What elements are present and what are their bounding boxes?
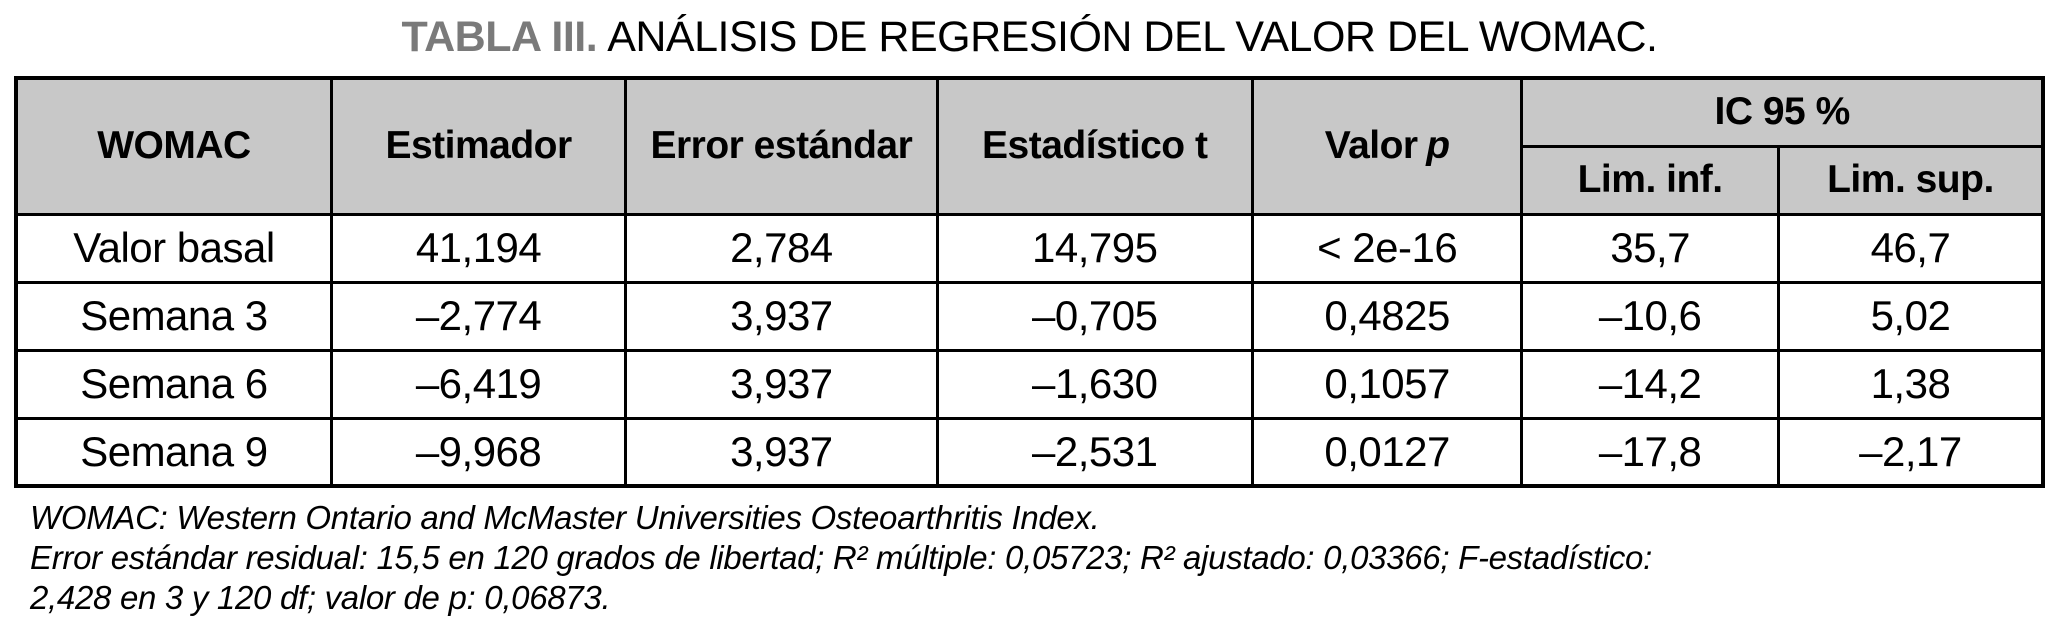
header-cell-error-estandar: Error estándar (624, 76, 939, 216)
valor-p-variable: p (1426, 124, 1450, 168)
cell-estimador: –2,774 (329, 280, 628, 352)
header-cell-lim-sup: Lim. sup. (1776, 144, 2045, 216)
cell-lim-inf: –10,6 (1520, 280, 1780, 352)
table-footnotes: WOMAC: Western Ontario and McMaster Univ… (30, 498, 2059, 618)
table-body: Valor basal 41,194 2,784 14,795 < 2e-16 … (14, 212, 2045, 488)
table-header: WOMAC Estimador Error estándar Estadísti… (14, 76, 2045, 216)
header-cell-womac: WOMAC (14, 76, 333, 216)
table-title-text: ANÁLISIS DE REGRESIÓN DEL VALOR DEL WOMA… (607, 13, 1658, 61)
header-row-2: Lim. inf. Lim. sup. (16, 144, 2045, 216)
footnote-womac-definition: WOMAC: Western Ontario and McMaster Univ… (30, 499, 1100, 536)
cell-womac: Valor basal (14, 212, 333, 284)
cell-lim-inf: –17,8 (1520, 416, 1780, 488)
cell-estimador: –9,968 (329, 416, 628, 488)
table-title: TABLA III. ANÁLISIS DE REGRESIÓN DEL VALO… (0, 14, 2059, 60)
header-row-1: WOMAC Estimador Error estándar Estadísti… (14, 76, 2045, 216)
header-cell-lim-inf: Lim. inf. (1520, 144, 1780, 216)
table-row-semana-6: Semana 6 –6,419 3,937 –1,630 0,1057 –14,… (14, 348, 2045, 420)
cell-error-estandar: 3,937 (624, 348, 939, 420)
table-row-semana-3: Semana 3 –2,774 3,937 –0,705 0,4825 –10,… (14, 280, 2045, 352)
cell-lim-inf: 35,7 (1520, 212, 1780, 284)
cell-valor-p: 0,0127 (1250, 416, 1524, 488)
cell-estimador: –6,419 (329, 348, 628, 420)
cell-lim-sup: 1,38 (1776, 348, 2045, 420)
header-cell-valor-p: Valor p (1250, 76, 1524, 216)
cell-error-estandar: 3,937 (624, 416, 939, 488)
regression-table: WOMAC Estimador Error estándar Estadísti… (14, 76, 2045, 488)
cell-lim-inf: –14,2 (1520, 348, 1780, 420)
header-cell-ic95: IC 95 % (1520, 76, 2045, 148)
valor-p-prefix: Valor (1324, 124, 1418, 168)
cell-womac: Semana 9 (14, 416, 333, 488)
cell-estadistico-t: 14,795 (935, 212, 1254, 284)
cell-estadistico-t: –1,630 (935, 348, 1254, 420)
cell-lim-sup: 46,7 (1776, 212, 2045, 284)
cell-lim-sup: 5,02 (1776, 280, 2045, 352)
table-row-semana-9: Semana 9 –9,968 3,937 –2,531 0,0127 –17,… (14, 416, 2045, 488)
table-row-valor-basal: Valor basal 41,194 2,784 14,795 < 2e-16 … (14, 212, 2045, 284)
cell-error-estandar: 2,784 (624, 212, 939, 284)
cell-womac: Semana 3 (14, 280, 333, 352)
cell-estadistico-t: –2,531 (935, 416, 1254, 488)
cell-valor-p: 0,1057 (1250, 348, 1524, 420)
cell-valor-p: 0,4825 (1250, 280, 1524, 352)
cell-estadistico-t: –0,705 (935, 280, 1254, 352)
footnote-stats-line-1: Error estándar residual: 15,5 en 120 gra… (30, 539, 1652, 576)
cell-lim-sup: –2,17 (1776, 416, 2045, 488)
header-cell-estimador: Estimador (329, 76, 628, 216)
cell-womac: Semana 6 (14, 348, 333, 420)
cell-estimador: 41,194 (329, 212, 628, 284)
header-cell-estadistico-t: Estadístico t (935, 76, 1254, 216)
cell-error-estandar: 3,937 (624, 280, 939, 352)
footnote-stats-line-2: 2,428 en 3 y 120 df; valor de p: 0,06873… (30, 579, 611, 616)
table-title-label: TABLA III. (401, 13, 598, 61)
cell-valor-p: < 2e-16 (1250, 212, 1524, 284)
